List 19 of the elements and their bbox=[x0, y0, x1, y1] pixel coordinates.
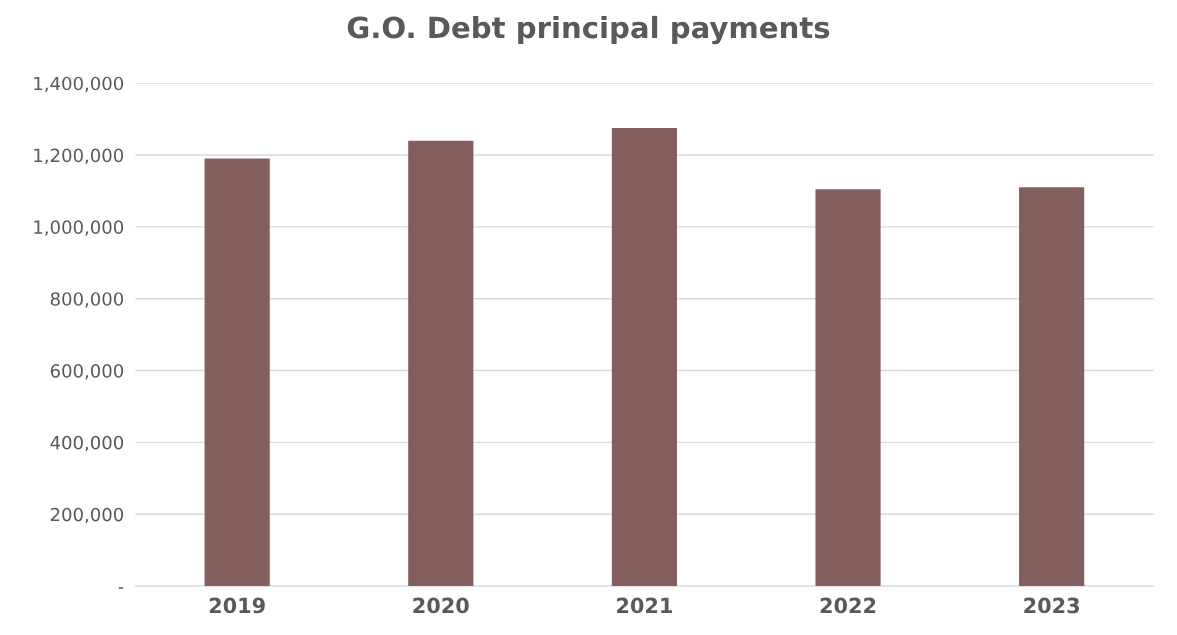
y-tick-label: 800,000 bbox=[50, 292, 124, 308]
bar bbox=[408, 140, 474, 587]
bar bbox=[204, 158, 270, 587]
y-tick-label: 400,000 bbox=[50, 435, 124, 452]
x-tick-label: 2023 bbox=[1024, 597, 1079, 614]
y-tick-label: 200,000 bbox=[50, 507, 124, 524]
y-tick-label: 1,400,000 bbox=[34, 76, 124, 93]
y-tick-label: 600,000 bbox=[50, 364, 124, 380]
y-tick-label: - bbox=[118, 587, 124, 589]
y-tick-label: 1,000,000 bbox=[34, 220, 124, 236]
x-tick-label: 2022 bbox=[820, 597, 876, 614]
x-tick-label: 2020 bbox=[413, 597, 469, 614]
x-tick-label: 2019 bbox=[209, 597, 265, 614]
bar bbox=[1019, 187, 1085, 587]
y-tick-label: 1,200,000 bbox=[34, 148, 124, 164]
x-tick-label: 2021 bbox=[617, 597, 672, 614]
bar bbox=[815, 189, 881, 587]
chart-title: G.O. Debt principal payments bbox=[347, 15, 830, 45]
bar bbox=[611, 128, 677, 587]
